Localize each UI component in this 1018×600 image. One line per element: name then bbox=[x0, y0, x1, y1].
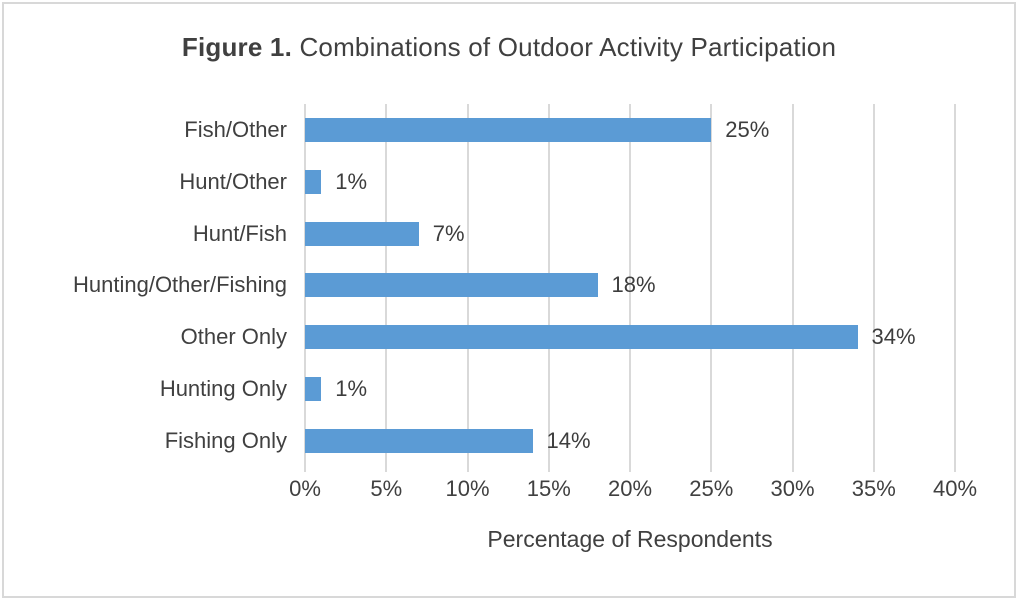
gridline bbox=[954, 104, 956, 472]
bar bbox=[305, 169, 322, 194]
data-label: 34% bbox=[871, 324, 916, 350]
gridline bbox=[872, 104, 875, 472]
bar bbox=[305, 273, 598, 298]
bar bbox=[305, 377, 322, 402]
bar-row: Fishing Only 14% bbox=[165, 415, 955, 467]
category-label: Hunt/Fish bbox=[192, 220, 287, 246]
x-axis-tick-label: 20% bbox=[607, 476, 653, 501]
bar-row: Hunt/Fish 7% bbox=[193, 208, 955, 260]
x-axis-tick-label: 35% bbox=[851, 476, 896, 501]
data-label: 18% bbox=[611, 272, 656, 298]
data-label: 14% bbox=[546, 428, 591, 454]
bar bbox=[305, 429, 533, 454]
bar-row: Hunt/Other 1% bbox=[179, 156, 955, 208]
bar bbox=[305, 325, 858, 350]
gridline bbox=[710, 104, 713, 472]
gridline bbox=[629, 104, 631, 472]
category-label: Fishing Only bbox=[164, 428, 287, 454]
bar-row: Fish/Other 25% bbox=[184, 104, 955, 156]
category-label: Hunting Only bbox=[159, 376, 287, 402]
x-axis-tick-label: 10% bbox=[445, 476, 490, 501]
x-axis: 0% 5% 10% 15% 20% 25% 30% 35% 40% bbox=[289, 476, 977, 501]
x-axis-title: Percentage of Respondents bbox=[487, 526, 773, 552]
category-label: Hunting/Other/Fishing bbox=[73, 272, 287, 298]
data-label: 1% bbox=[335, 376, 368, 402]
plot-area: Fish/Other 25% Hunt/Other 1% Hunt/Fish 7% Hunt… bbox=[73, 104, 956, 472]
bar-row: Hunting Only 1% bbox=[160, 363, 955, 415]
bar-row: Hunting/Other/Fishing 18% bbox=[73, 260, 955, 312]
chart-title-text: Combinations of Outdoor Activity Partici… bbox=[292, 32, 837, 62]
x-axis-tick-label: 15% bbox=[526, 476, 571, 501]
chart-title: Figure 1. Combinations of Outdoor Activi… bbox=[0, 32, 1018, 63]
data-label: 25% bbox=[725, 116, 770, 142]
chart-title-figure-number: Figure 1. bbox=[181, 32, 293, 62]
data-label: 7% bbox=[432, 220, 465, 246]
x-axis-tick-label: 40% bbox=[932, 476, 978, 501]
x-axis-tick-label: 5% bbox=[370, 476, 403, 501]
bar bbox=[305, 221, 419, 246]
x-axis-tick-label: 30% bbox=[770, 476, 815, 501]
category-label: Other Only bbox=[180, 324, 287, 350]
data-label: 1% bbox=[335, 168, 368, 194]
category-label: Hunt/Other bbox=[179, 168, 287, 194]
bar-row: Other Only 34% bbox=[181, 311, 955, 363]
gridline bbox=[791, 104, 794, 472]
bar bbox=[305, 117, 712, 142]
category-label: Fish/Other bbox=[184, 116, 287, 142]
x-axis-tick-label: 0% bbox=[289, 476, 321, 501]
x-axis-tick-label: 25% bbox=[689, 476, 734, 501]
